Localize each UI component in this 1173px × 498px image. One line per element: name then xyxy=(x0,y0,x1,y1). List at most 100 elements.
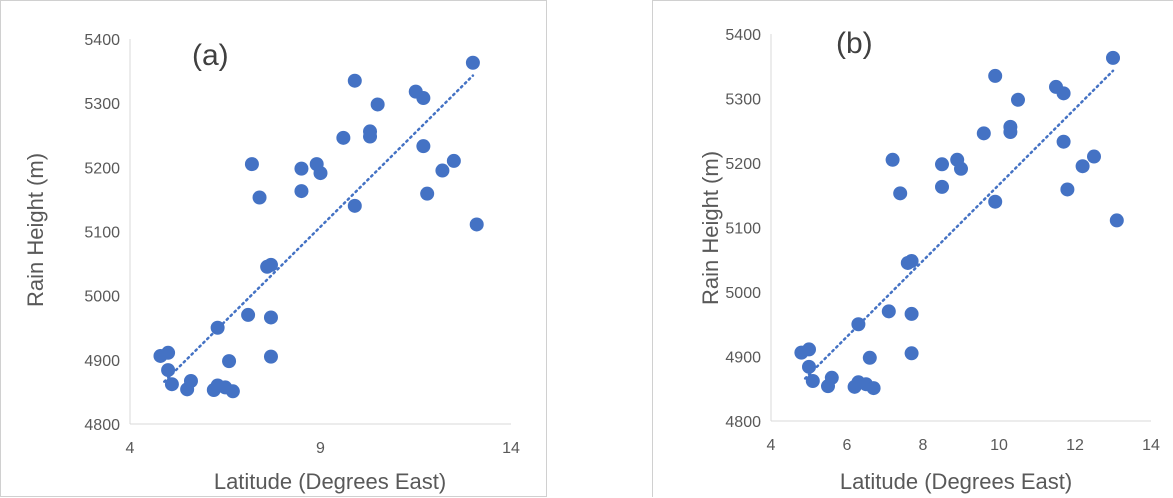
x-tick-label: 9 xyxy=(316,440,325,457)
x-axis-title: Latitude (Degrees East) xyxy=(840,469,1072,494)
data-point xyxy=(1075,159,1090,174)
y-tick-label: 5100 xyxy=(725,221,761,238)
y-tick-labels: 4800 4900 5000 5100 5200 5300 5400 xyxy=(725,27,761,431)
data-point xyxy=(210,320,225,335)
data-points xyxy=(794,50,1124,396)
data-point xyxy=(363,129,378,144)
data-point xyxy=(347,73,362,88)
y-tick-label: 5200 xyxy=(84,160,120,177)
data-point xyxy=(347,198,362,213)
y-axis-title: Rain Height (m) xyxy=(23,153,48,307)
data-point xyxy=(802,359,816,374)
data-point xyxy=(469,217,484,232)
y-tick-label: 5100 xyxy=(84,225,120,242)
data-point xyxy=(263,349,278,364)
data-point xyxy=(954,161,968,176)
y-tick-label: 5400 xyxy=(725,27,761,44)
scatter-chart-a: 4800 4900 5000 5100 5200 5300 5400 4 9 14 (a) La… xyxy=(23,32,520,494)
data-point xyxy=(976,126,991,141)
x-tick-label: 12 xyxy=(1066,437,1084,454)
trendline xyxy=(163,74,475,383)
data-point xyxy=(222,354,237,369)
data-point xyxy=(805,374,820,389)
data-point xyxy=(988,68,1003,83)
data-point xyxy=(161,363,176,378)
axes xyxy=(129,39,511,425)
data-point xyxy=(904,254,919,269)
data-point xyxy=(1056,86,1071,101)
y-axis-title: Rain Height (m) xyxy=(698,151,723,305)
data-point xyxy=(1056,134,1071,149)
data-point xyxy=(263,310,278,325)
data-point xyxy=(881,304,896,319)
data-point xyxy=(851,317,866,332)
data-point xyxy=(1011,92,1025,107)
x-tick-label: 10 xyxy=(990,437,1008,454)
data-point xyxy=(904,306,919,321)
data-point xyxy=(183,374,198,389)
data-point xyxy=(935,179,949,194)
x-tick-label: 14 xyxy=(502,440,520,457)
data-point xyxy=(241,307,256,322)
data-point xyxy=(862,350,877,365)
data-point xyxy=(1060,182,1075,197)
x-tick-label: 8 xyxy=(919,437,928,454)
data-point xyxy=(294,161,309,176)
data-point xyxy=(1087,149,1101,164)
data-point xyxy=(893,186,908,201)
y-tick-label: 5200 xyxy=(725,156,761,173)
data-point xyxy=(435,163,450,178)
x-tick-label: 6 xyxy=(843,437,852,454)
scatter-chart-b: 4800 4900 5000 5100 5200 5300 5400 4 6 8 10 12 14 (… xyxy=(698,27,1160,494)
y-tick-label: 5400 xyxy=(84,32,120,49)
y-tick-label: 5300 xyxy=(725,92,761,109)
y-tick-label: 5000 xyxy=(725,285,761,302)
axes xyxy=(770,34,1151,422)
data-point xyxy=(1106,50,1120,65)
data-point xyxy=(263,257,278,272)
data-point xyxy=(294,184,309,199)
x-tick-label: 4 xyxy=(767,437,776,454)
y-tick-label: 5000 xyxy=(84,289,120,306)
data-point xyxy=(935,157,949,172)
data-point xyxy=(885,152,900,167)
y-tick-label: 4900 xyxy=(84,353,120,370)
x-tick-label: 14 xyxy=(1142,437,1160,454)
data-point xyxy=(370,97,385,112)
data-point xyxy=(802,342,816,357)
data-point xyxy=(1109,213,1124,228)
data-point xyxy=(336,130,351,145)
y-tick-label: 4800 xyxy=(725,414,761,431)
trendline-group xyxy=(803,69,1115,380)
data-point xyxy=(465,55,480,70)
y-tick-label: 4900 xyxy=(725,350,761,367)
y-tick-labels: 4800 4900 5000 5100 5200 5300 5400 xyxy=(84,32,120,434)
chart-panel-b: 4800 4900 5000 5100 5200 5300 5400 4 6 8 10 12 14 (… xyxy=(652,0,1173,497)
data-point xyxy=(446,153,461,168)
x-tick-label: 4 xyxy=(126,440,135,457)
data-point xyxy=(161,345,176,360)
data-point xyxy=(420,186,435,201)
data-point xyxy=(416,91,431,106)
data-point xyxy=(313,166,328,181)
panel-label: (a) xyxy=(192,39,229,72)
y-tick-label: 5300 xyxy=(84,96,120,113)
trendline xyxy=(803,69,1115,380)
data-point xyxy=(1003,125,1018,140)
data-point xyxy=(904,346,919,361)
data-point xyxy=(824,370,839,385)
data-point xyxy=(225,384,240,399)
data-points xyxy=(153,55,484,399)
data-point xyxy=(164,377,179,392)
data-point xyxy=(988,194,1003,209)
data-point xyxy=(416,139,431,154)
x-tick-labels: 4 6 8 10 12 14 xyxy=(767,437,1160,454)
data-point xyxy=(866,381,881,396)
panel-label: (b) xyxy=(836,27,873,60)
y-tick-label: 4800 xyxy=(84,417,120,434)
x-tick-labels: 4 9 14 xyxy=(126,440,520,457)
x-axis-title: Latitude (Degrees East) xyxy=(214,469,446,494)
data-point xyxy=(244,157,259,172)
data-point xyxy=(252,190,267,205)
chart-panel-a: 4800 4900 5000 5100 5200 5300 5400 4 9 14 (a) La… xyxy=(0,0,547,497)
